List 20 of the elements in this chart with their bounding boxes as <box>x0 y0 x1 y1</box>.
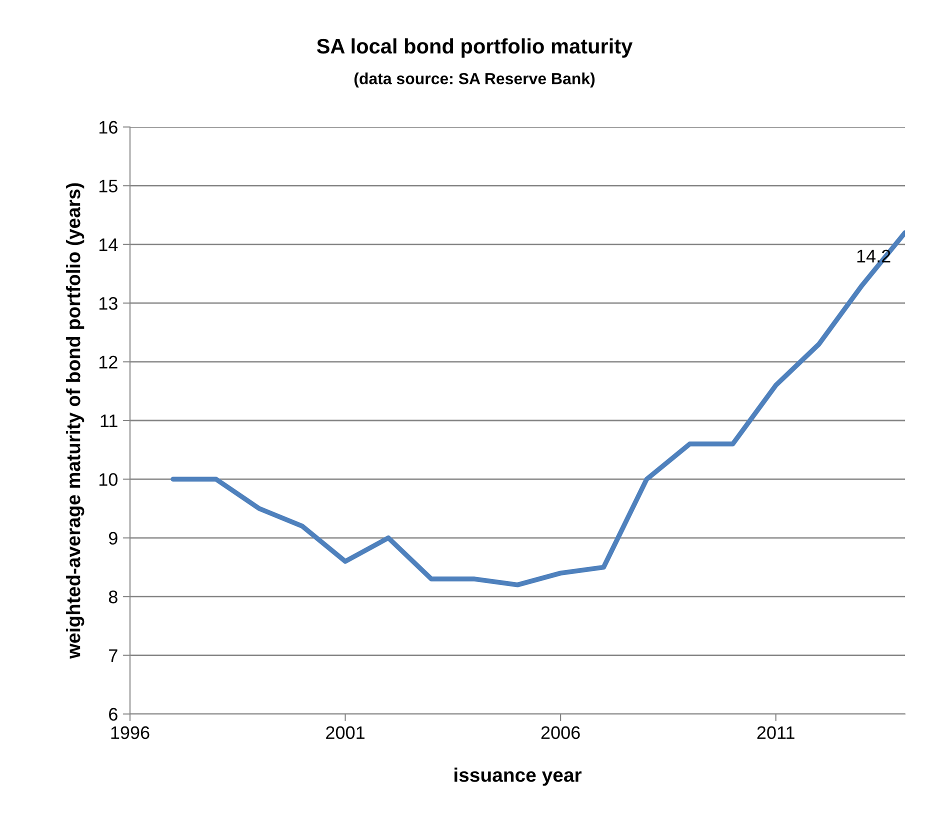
y-tick-label: 8 <box>108 590 118 604</box>
x-tick-label: 1996 <box>111 726 150 740</box>
x-tick-label: 2011 <box>757 726 794 740</box>
x-axis-title: issuance year <box>454 768 582 786</box>
chart-subtitle: (data source: SA Reserve Bank) <box>354 72 595 88</box>
y-tick-label: 12 <box>99 356 118 368</box>
y-tick-label: 10 <box>99 473 118 486</box>
y-tick-label: 16 <box>99 120 118 134</box>
line-series <box>170 230 905 588</box>
y-tick-label: 9 <box>109 532 118 545</box>
y-axis-title: weighted-average maturity of bond portfolio (years) <box>66 183 84 659</box>
y-tick-label: 13 <box>99 297 118 310</box>
y-tick-label: 11 <box>100 414 118 428</box>
chart-title: SA local bond portfolio maturity <box>316 38 633 58</box>
x-tick-label: 2006 <box>541 726 580 740</box>
x-tick-label: 2001 <box>326 726 364 740</box>
y-tick-label: 15 <box>99 180 118 192</box>
y-tick-label: 14 <box>99 238 118 251</box>
y-tick-label: 7 <box>109 649 118 662</box>
y-tick-label: 6 <box>109 708 118 721</box>
